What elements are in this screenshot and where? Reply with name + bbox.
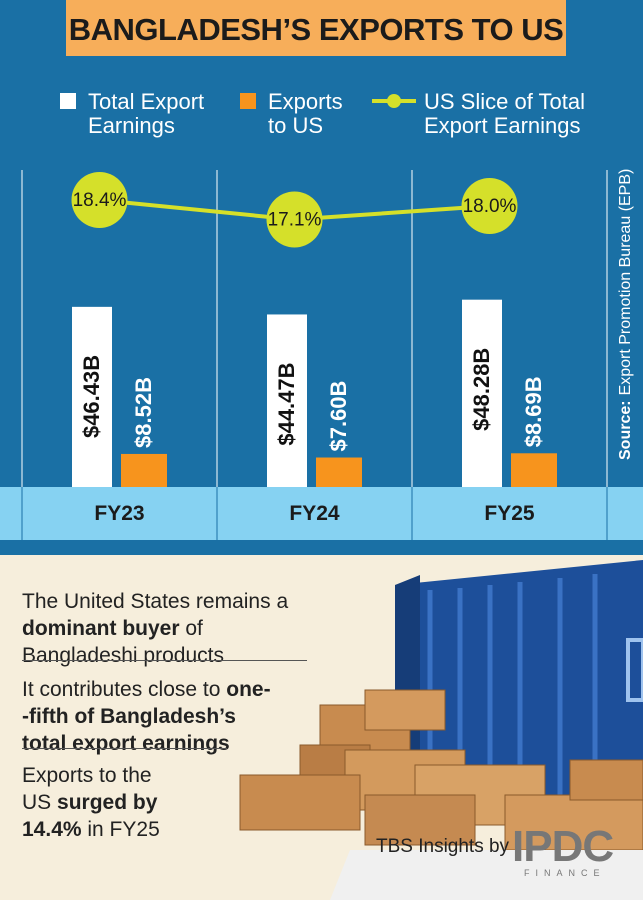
separator (22, 748, 227, 749)
note-text: dominant buyer (22, 617, 180, 640)
source-label: Source: (617, 400, 634, 460)
bar (72, 306, 112, 487)
note: Exports to the US surged by 14.4% in FY2… (22, 762, 182, 843)
bar-value-label: $44.47B (274, 362, 299, 445)
bar (121, 453, 167, 487)
category-band (0, 487, 643, 540)
note-text: one--fifth of Bangladesh’s total export … (22, 678, 271, 755)
legend-label: Total Export Earnings (88, 89, 205, 138)
legend-swatch (60, 93, 76, 109)
line-point (461, 178, 518, 234)
note-text: of Bangladeshi products (22, 617, 224, 667)
chart-frame (0, 170, 643, 540)
point-label: 18.0% (463, 196, 517, 217)
legend-swatch (387, 94, 401, 108)
bar (511, 453, 557, 487)
note: The United States remains a dominant buy… (22, 588, 292, 669)
bar-value-label: $8.52B (131, 377, 156, 448)
note-text: It contributes close to (22, 678, 227, 701)
bar-value-label: $46.43B (79, 355, 104, 438)
x-tick-label: FY23 (94, 502, 144, 525)
bar-value-label: $8.69B (521, 376, 546, 447)
point-label: 18.4% (73, 190, 127, 211)
line-point (266, 191, 323, 248)
x-tick-label: FY25 (484, 502, 535, 525)
bar-value-label: $7.60B (326, 381, 351, 452)
bar (316, 457, 362, 487)
bar (462, 299, 502, 487)
footer-credit: TBS Insights by (376, 836, 510, 857)
legend-label: Exports to US (268, 89, 343, 138)
note-text: The United States remains a (22, 590, 289, 613)
point-label: 17.1% (268, 210, 322, 231)
logo-subtitle: FINANCE (524, 868, 606, 878)
note-text: Exports to the US (22, 764, 152, 814)
bar-value-label: $48.28B (469, 348, 494, 431)
legend-swatch (240, 93, 256, 109)
separator (22, 660, 307, 661)
container-illustration (239, 560, 643, 900)
x-tick-label: FY24 (289, 502, 340, 525)
source-text: Export Promotion Bureau (EPB) (617, 169, 634, 396)
note-text: in FY25 (81, 818, 160, 841)
line-point (71, 172, 128, 228)
source: Source: Export Promotion Bureau (EPB) (617, 169, 634, 460)
bar (267, 314, 307, 487)
note-text: surged by 14.4% (22, 791, 158, 841)
note: It contributes close to one--fifth of Ba… (22, 676, 272, 757)
legend-label: US Slice of Total Export Earnings (424, 89, 586, 138)
title: BANGLADESH’S EXPORTS TO US (66, 0, 566, 56)
logo: IPDC (512, 822, 614, 871)
